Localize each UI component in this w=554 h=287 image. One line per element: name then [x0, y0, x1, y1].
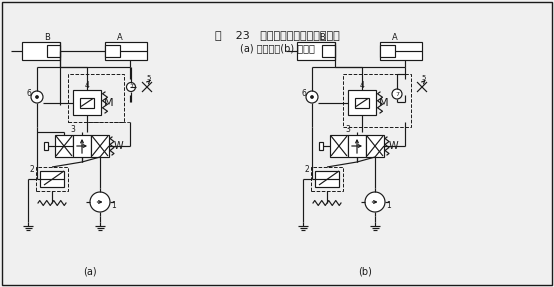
Bar — [105, 42, 147, 60]
Circle shape — [35, 96, 38, 98]
Bar — [80, 98, 94, 108]
Text: (a): (a) — [83, 267, 97, 277]
Circle shape — [126, 82, 136, 92]
Bar — [36, 167, 68, 191]
Bar — [47, 45, 60, 57]
Text: A: A — [392, 34, 398, 42]
Text: B: B — [44, 34, 50, 42]
Bar — [22, 42, 60, 60]
Bar — [319, 142, 323, 150]
Bar — [311, 167, 343, 191]
Text: W: W — [113, 141, 123, 151]
Bar — [55, 135, 73, 157]
Text: 7: 7 — [129, 84, 133, 90]
Text: 1: 1 — [111, 201, 116, 210]
Bar — [44, 142, 48, 150]
Bar — [330, 135, 348, 157]
Bar — [91, 135, 109, 157]
Bar — [343, 74, 411, 127]
Text: 3: 3 — [346, 125, 351, 135]
Text: 1: 1 — [387, 201, 391, 210]
Text: 2: 2 — [305, 166, 309, 174]
Text: 7: 7 — [395, 92, 399, 96]
Bar — [380, 45, 394, 57]
Bar — [105, 45, 120, 57]
Text: A: A — [117, 34, 122, 42]
Circle shape — [90, 192, 110, 212]
Bar — [366, 135, 384, 157]
Bar — [322, 45, 335, 57]
Text: 图    23   顺序阀选择不当的系统示例: 图 23 顺序阀选择不当的系统示例 — [214, 30, 340, 40]
Circle shape — [365, 192, 385, 212]
Text: 5: 5 — [422, 75, 426, 81]
Bar — [40, 171, 64, 187]
Circle shape — [31, 91, 43, 103]
Text: B: B — [319, 34, 325, 42]
Text: 4: 4 — [85, 82, 89, 90]
Text: (a) 改进前；(b) 改进后: (a) 改进前；(b) 改进后 — [239, 43, 315, 53]
Text: 2: 2 — [29, 166, 34, 174]
Text: 5: 5 — [147, 75, 151, 81]
Text: W: W — [388, 141, 398, 151]
Text: 4: 4 — [360, 82, 365, 90]
Bar — [348, 135, 366, 157]
Bar — [73, 135, 91, 157]
Text: M: M — [379, 98, 389, 108]
Bar — [380, 42, 422, 60]
Text: 3: 3 — [70, 125, 75, 135]
Bar — [68, 74, 124, 122]
Circle shape — [310, 96, 314, 98]
Circle shape — [306, 91, 318, 103]
Bar — [355, 98, 369, 108]
Text: 6: 6 — [27, 90, 32, 98]
Text: (b): (b) — [358, 267, 372, 277]
Text: M: M — [104, 98, 114, 108]
Bar — [315, 171, 339, 187]
Bar — [297, 42, 335, 60]
Bar — [73, 90, 101, 115]
Text: 6: 6 — [301, 90, 306, 98]
Circle shape — [392, 89, 402, 99]
Bar — [348, 90, 376, 115]
